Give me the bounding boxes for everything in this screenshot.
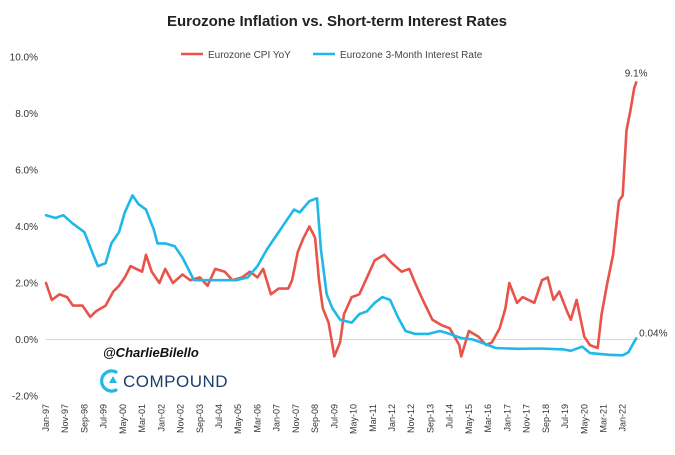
- series-line-rate: [44, 194, 638, 357]
- x-tick-label: May-00: [118, 404, 128, 434]
- series-line-cpi: [44, 81, 638, 358]
- x-tick-label: Mar-11: [368, 404, 378, 432]
- x-tick-label: Nov-02: [176, 404, 186, 433]
- x-tick-label: Nov-97: [60, 404, 70, 433]
- watermark-logo-text: COMPOUND: [123, 372, 228, 391]
- x-tick-label: Mar-16: [483, 404, 493, 433]
- x-tick-label: Mar-21: [598, 404, 608, 433]
- end-label-cpi: 9.1%: [625, 68, 648, 79]
- x-tick-label: Jul-19: [560, 404, 570, 429]
- x-tick-label: Sep-03: [195, 404, 205, 433]
- legend-label-cpi: Eurozone CPI YoY: [208, 50, 291, 61]
- x-tick-label: Sep-18: [541, 404, 551, 433]
- y-tick-label: 8.0%: [15, 109, 38, 120]
- x-tick-label: Jul-09: [329, 404, 339, 429]
- x-tick-label: Jan-12: [387, 404, 397, 432]
- x-tick-label: Sep-98: [79, 404, 89, 433]
- x-tick-label: Sep-08: [310, 404, 320, 433]
- x-tick-label: Jan-97: [41, 404, 51, 432]
- annotation-layer: 9.1% 0.04%: [625, 68, 668, 339]
- x-tick-label: Nov-12: [406, 404, 416, 433]
- y-tick-label: 0.0%: [15, 335, 38, 346]
- legend-label-rate: Eurozone 3-Month Interest Rate: [340, 50, 483, 61]
- x-axis: Jan-97 Nov-97 Sep-98 Jul-99 May-00 Mar-01 Jan-…: [41, 404, 628, 434]
- x-tick-label: Nov-17: [522, 404, 532, 433]
- y-tick-label: 6.0%: [15, 166, 38, 177]
- x-tick-label: Jul-14: [445, 404, 455, 429]
- x-tick-label: May-05: [233, 404, 243, 434]
- y-tick-label: 2.0%: [15, 279, 38, 290]
- compound-logo-icon: [100, 369, 118, 393]
- y-axis: -2.0% 0.0% 2.0% 4.0% 6.0% 8.0% 10.0%: [10, 53, 38, 403]
- series-layer: [44, 81, 638, 358]
- x-tick-label: Jan-17: [502, 404, 512, 432]
- x-tick-label: May-10: [349, 404, 359, 434]
- x-tick-label: Nov-07: [291, 404, 301, 433]
- y-tick-label: 4.0%: [15, 222, 38, 233]
- legend: Eurozone CPI YoY Eurozone 3-Month Intere…: [181, 50, 483, 61]
- x-tick-label: May-15: [464, 404, 474, 434]
- watermark-handle: @CharlieBilello: [103, 345, 199, 360]
- y-tick-label: -2.0%: [12, 392, 38, 403]
- end-label-rate: 0.04%: [639, 328, 667, 339]
- x-tick-label: Mar-06: [252, 404, 262, 433]
- x-tick-label: Sep-13: [425, 404, 435, 433]
- x-tick-label: Jul-04: [214, 404, 224, 429]
- x-tick-label: Jan-07: [272, 404, 282, 432]
- compound-logo: COMPOUND: [100, 369, 228, 393]
- x-tick-label: May-20: [579, 404, 589, 434]
- x-tick-label: Jul-99: [99, 404, 109, 429]
- x-tick-label: Jan-02: [156, 404, 166, 432]
- x-tick-label: Mar-01: [137, 404, 147, 433]
- y-tick-label: 10.0%: [10, 53, 38, 64]
- x-tick-label: Jan-22: [618, 404, 628, 432]
- chart-title: Eurozone Inflation vs. Short-term Intere…: [167, 13, 507, 30]
